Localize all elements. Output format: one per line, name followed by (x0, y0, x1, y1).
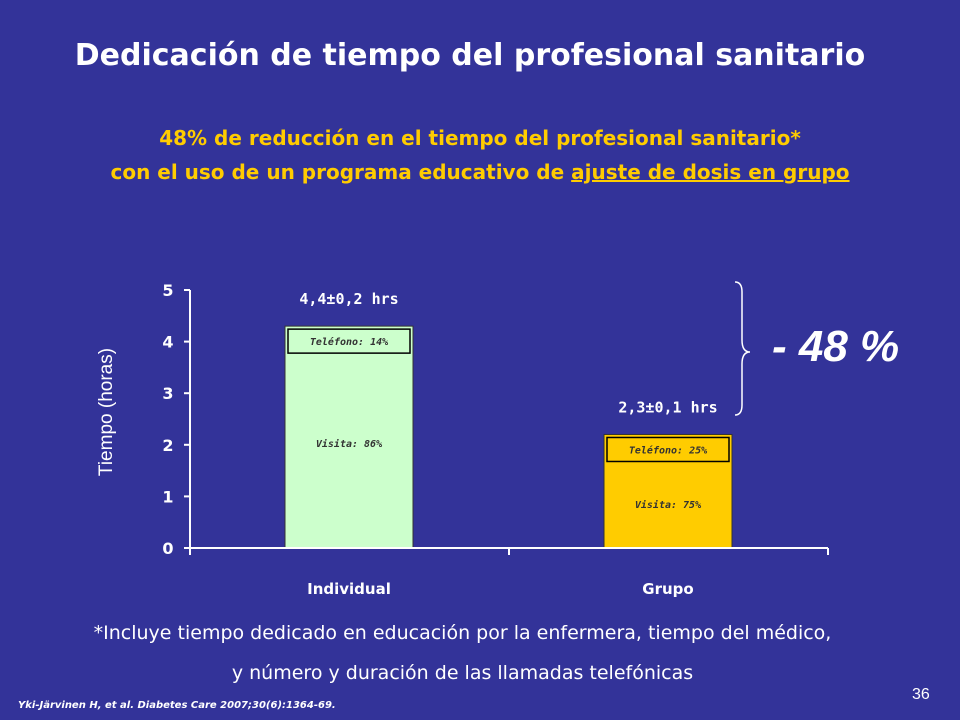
subtitle-line-2-prefix: con el uso de un programa educativo de (110, 160, 572, 184)
subtitle-line-2-underlined: ajuste de dosis en grupo (571, 160, 850, 184)
y-tick-label: 5 (162, 281, 173, 300)
reduction-callout: - 48 % (772, 322, 900, 371)
telefono-label: Teléfono: 14% (310, 336, 388, 348)
subtitle-line-2: con el uso de un programa educativo de a… (0, 160, 960, 184)
value-label: 2,3±0,1 hrs (618, 398, 717, 416)
value-label: 4,4±0,2 hrs (299, 290, 398, 308)
reduction-bracket (734, 281, 751, 416)
visita-label: Visita: 86% (316, 438, 382, 450)
subtitle-line-1: 48% de reducción en el tiempo del profes… (159, 126, 801, 150)
x-category-label: Individual (307, 580, 391, 598)
y-tick-label: 3 (162, 384, 173, 403)
footnote-line-2: y número y duración de las llamadas tele… (231, 662, 694, 684)
y-tick-label: 1 (162, 487, 173, 506)
x-category-label: Grupo (642, 580, 693, 598)
slide-number: 36 (912, 686, 930, 703)
citation: Yki-Järvinen H, et al. Diabetes Care 200… (18, 700, 336, 711)
y-tick-label: 0 (162, 539, 173, 558)
y-tick-label: 2 (162, 436, 173, 455)
telefono-label: Teléfono: 25% (629, 444, 707, 456)
bar-individual (284, 325, 414, 549)
y-tick-label: 4 (162, 333, 173, 352)
telefono-segment (606, 436, 730, 463)
y-axis-label: Tiempo (horas) (96, 348, 117, 476)
visita-label: Visita: 75% (635, 499, 701, 511)
slide-title: Dedicación de tiempo del profesional san… (74, 38, 866, 73)
telefono-segment (287, 328, 411, 354)
footnote-line-1: *Incluye tiempo dedicado en educación po… (93, 622, 832, 644)
